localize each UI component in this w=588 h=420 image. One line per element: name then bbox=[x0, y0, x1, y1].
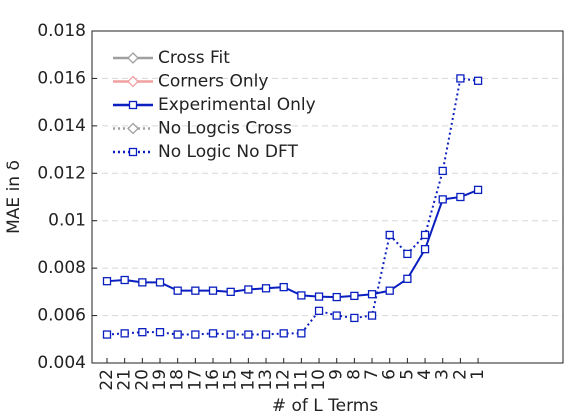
x-tick-label: 9 bbox=[327, 369, 347, 380]
data-point bbox=[385, 230, 394, 240]
x-tick-label: 13 bbox=[256, 369, 276, 391]
data-point bbox=[297, 291, 306, 300]
data-point bbox=[191, 286, 200, 295]
x-tick-label: 21 bbox=[115, 369, 135, 391]
x-tick-label: 10 bbox=[309, 369, 329, 391]
plot-frame bbox=[91, 30, 564, 364]
data-point bbox=[155, 328, 165, 337]
x-tick-label: 8 bbox=[344, 369, 364, 380]
x-tick-label: 1 bbox=[468, 369, 488, 380]
legend-marker bbox=[128, 147, 138, 157]
data-point bbox=[226, 287, 235, 297]
legend-label: No Logic No DFT bbox=[158, 142, 298, 162]
y-tick-label: 0.016 bbox=[37, 68, 86, 88]
data-point bbox=[332, 311, 341, 320]
legend-label: No Logcis Cross bbox=[158, 119, 292, 139]
data-point bbox=[173, 286, 182, 295]
y-tick-label: 0.01 bbox=[48, 211, 86, 231]
data-point bbox=[438, 195, 447, 204]
data-point bbox=[173, 330, 182, 339]
data-point bbox=[226, 330, 235, 339]
legend-label: Cross Fit bbox=[158, 48, 230, 68]
data-point bbox=[350, 291, 359, 301]
data-point bbox=[155, 278, 165, 287]
data-point bbox=[244, 285, 253, 294]
data-point bbox=[279, 329, 288, 338]
x-tick-label: 20 bbox=[132, 369, 152, 391]
x-tick-label: 5 bbox=[397, 369, 417, 380]
y-tick-label: 0.014 bbox=[37, 116, 86, 136]
x-tick-label: 12 bbox=[274, 369, 294, 391]
x-tick-label: 16 bbox=[203, 369, 223, 391]
data-point bbox=[438, 166, 447, 176]
legend-label: Corners Only bbox=[158, 72, 268, 92]
data-point bbox=[120, 275, 129, 285]
data-point bbox=[102, 330, 112, 339]
legend-marker bbox=[127, 75, 139, 88]
data-point bbox=[403, 274, 412, 283]
data-point bbox=[420, 230, 430, 240]
x-tick-label: 22 bbox=[97, 369, 117, 391]
x-tick-label: 2 bbox=[450, 369, 470, 380]
data-point bbox=[261, 330, 271, 339]
data-point bbox=[279, 282, 288, 292]
x-tick-label: 18 bbox=[168, 369, 188, 391]
data-point bbox=[208, 329, 218, 338]
x-tick-label: 19 bbox=[150, 369, 170, 391]
data-point bbox=[191, 330, 200, 339]
data-point bbox=[473, 76, 483, 85]
data-point bbox=[420, 245, 430, 254]
data-point bbox=[102, 277, 112, 286]
y-axis-label: MAE in δ bbox=[4, 160, 24, 234]
series-line bbox=[106, 77, 479, 336]
data-point bbox=[138, 328, 147, 337]
x-tick-label: 15 bbox=[221, 369, 241, 391]
x-tick-label: 4 bbox=[415, 369, 435, 380]
x-tick-label: 17 bbox=[185, 369, 205, 391]
data-point bbox=[120, 329, 129, 338]
legend-label: Experimental Only bbox=[158, 95, 316, 115]
data-point bbox=[314, 292, 324, 301]
data-point bbox=[244, 330, 253, 339]
x-tick-label: 6 bbox=[380, 369, 400, 380]
data-point bbox=[297, 329, 306, 338]
data-point bbox=[385, 286, 394, 295]
legend-marker bbox=[127, 52, 139, 64]
data-point bbox=[456, 74, 465, 83]
series-line bbox=[106, 188, 479, 299]
x-tick-label: 7 bbox=[362, 369, 382, 380]
data-point bbox=[473, 185, 483, 195]
data-point bbox=[403, 249, 412, 259]
x-tick-label: 14 bbox=[238, 369, 258, 391]
x-axis-label: # of L Terms bbox=[272, 396, 379, 416]
y-tick-label: 0.006 bbox=[37, 306, 86, 326]
data-point bbox=[208, 286, 218, 295]
y-tick-label: 0.018 bbox=[37, 21, 86, 41]
x-tick-label: 11 bbox=[291, 369, 311, 391]
data-point bbox=[367, 311, 377, 320]
data-point bbox=[261, 284, 271, 293]
legend-marker bbox=[128, 100, 138, 110]
data-point bbox=[138, 278, 147, 287]
data-point bbox=[314, 306, 324, 315]
x-tick-label: 3 bbox=[433, 369, 453, 380]
legend-marker bbox=[127, 122, 139, 135]
y-tick-label: 0.004 bbox=[37, 353, 86, 373]
data-point bbox=[367, 290, 377, 299]
data-point bbox=[350, 313, 359, 323]
y-tick-label: 0.012 bbox=[37, 163, 86, 183]
data-point bbox=[332, 292, 341, 302]
data-point bbox=[456, 192, 465, 202]
y-tick-label: 0.008 bbox=[37, 258, 86, 278]
